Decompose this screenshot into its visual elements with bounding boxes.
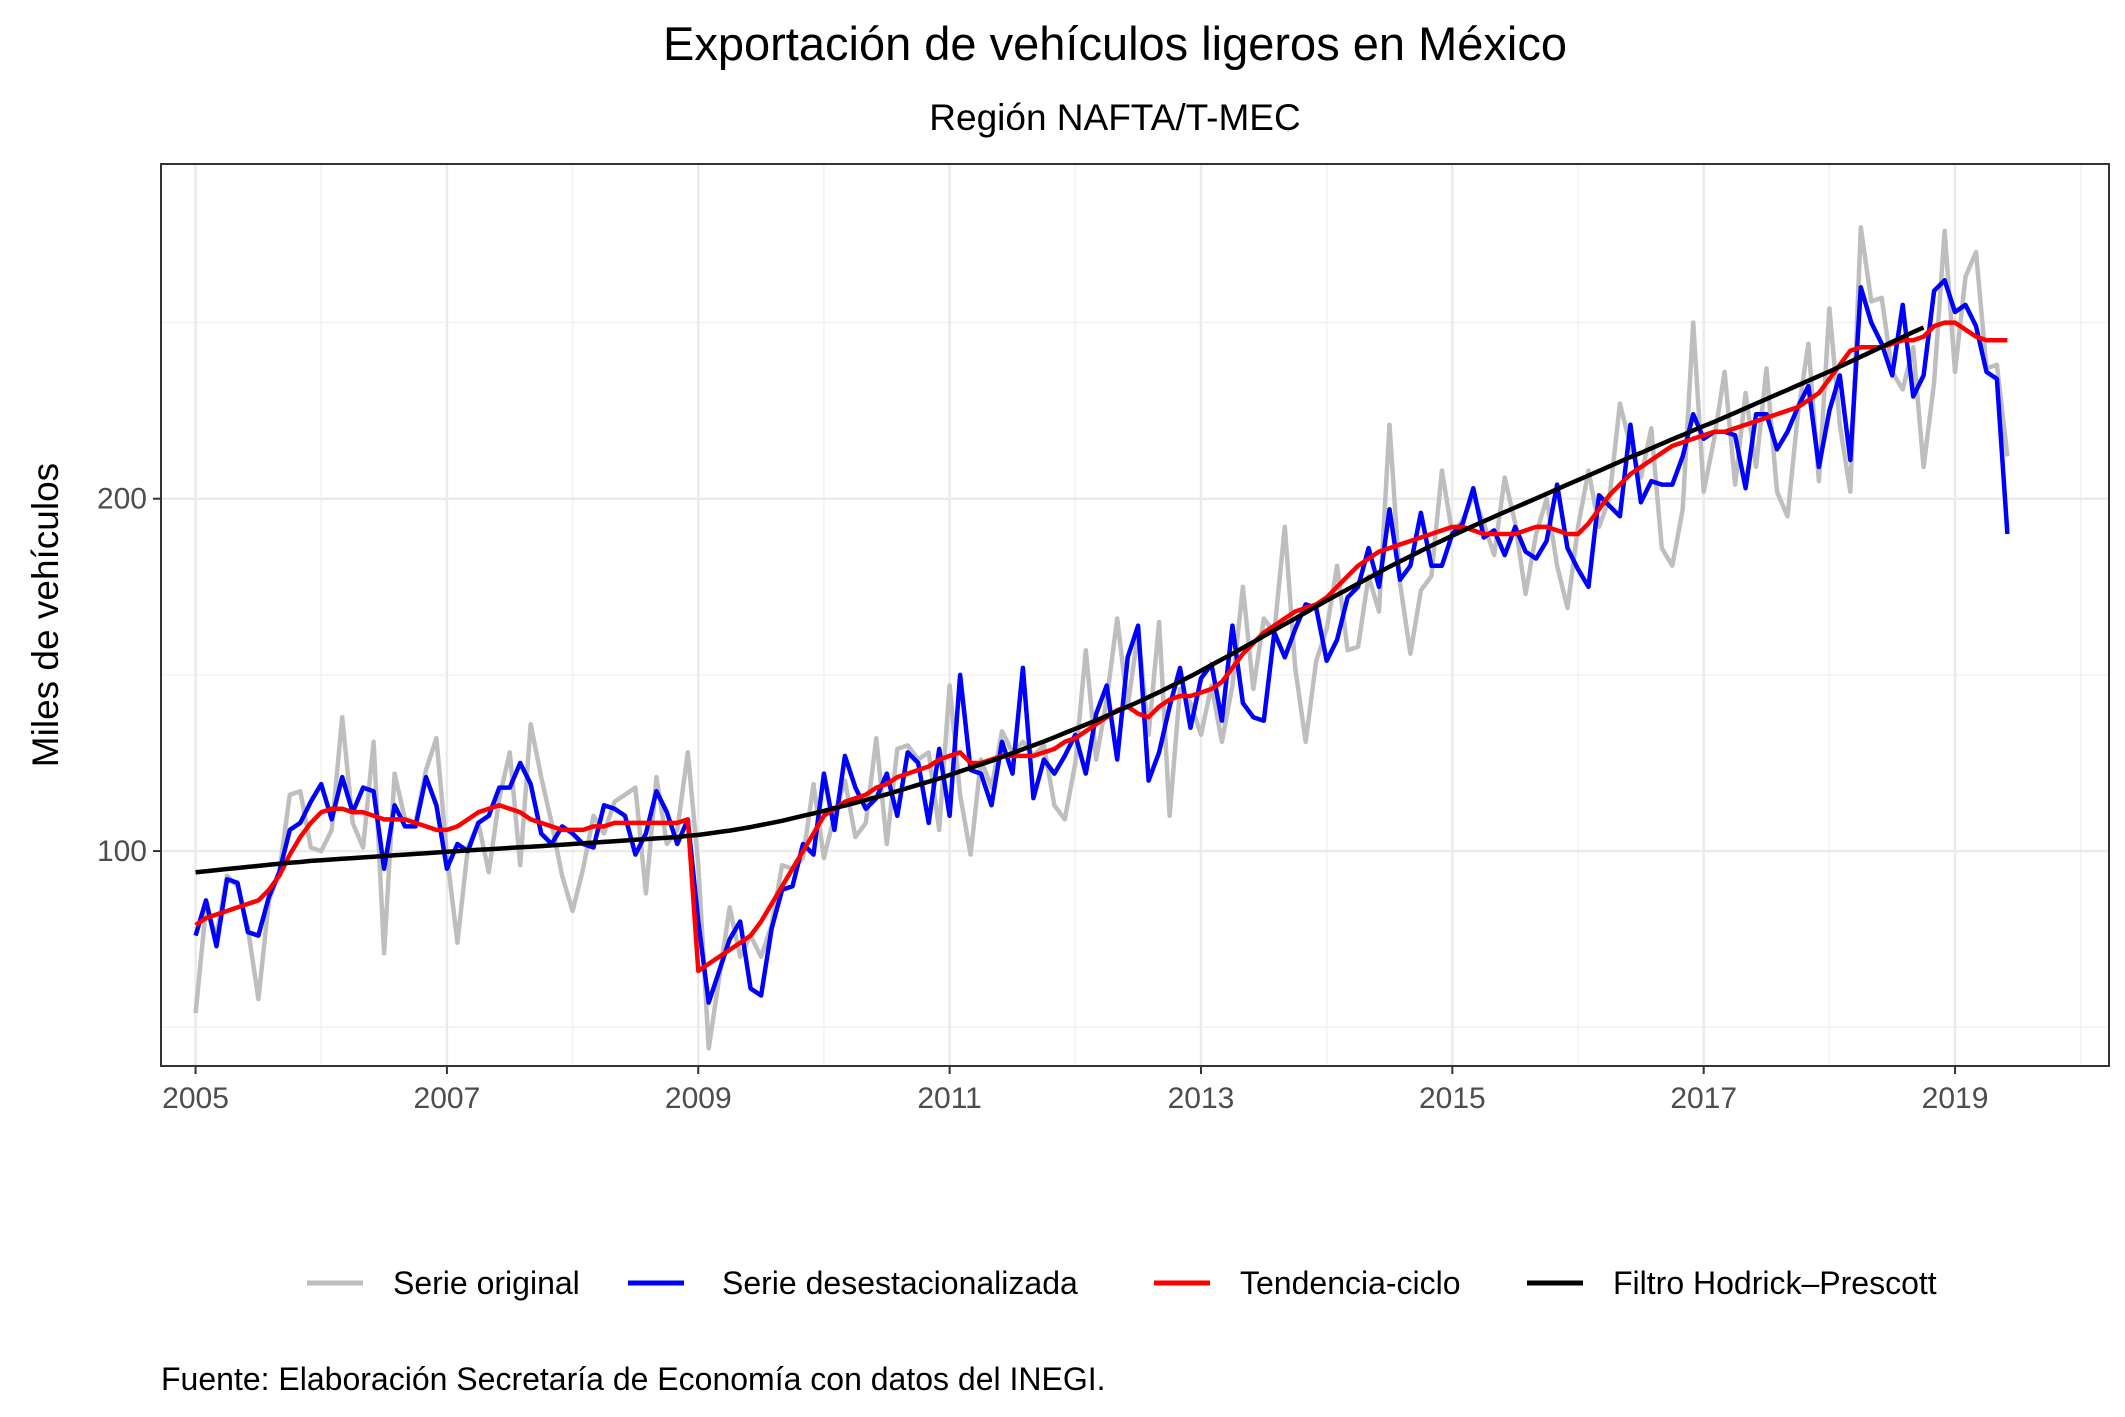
legend-label: Tendencia-ciclo	[1240, 1265, 1461, 1301]
y-tick-label: 100	[97, 835, 147, 868]
x-tick-label: 2005	[162, 1082, 229, 1115]
x-tick-label: 2011	[917, 1082, 982, 1115]
plot-panel	[160, 163, 2110, 1067]
x-tick-label: 2009	[665, 1082, 732, 1115]
legend: Serie original Serie desestacionalizada Te…	[307, 1265, 1937, 1301]
series-seasonally-adjusted-line	[193, 278, 2010, 1005]
panel-border	[160, 163, 2110, 1067]
panel-background	[161, 164, 2109, 1066]
series-original-line	[193, 225, 2010, 1051]
legend-label: Serie desestacionalizada	[722, 1265, 1078, 1301]
y-tick-label: 200	[97, 483, 147, 516]
series-trend-cycle-line	[194, 320, 2008, 974]
y-axis-title: Miles de vehículos	[25, 463, 66, 767]
legend-label: Filtro Hodrick–Prescott	[1613, 1265, 1937, 1301]
x-tick-label: 2019	[1922, 1082, 1989, 1115]
x-tick-label: 2015	[1419, 1082, 1486, 1115]
chart-subtitle: Región NAFTA/T-MEC	[929, 97, 1300, 138]
x-tick-label: 2017	[1670, 1082, 1737, 1115]
legend-label: Serie original	[393, 1265, 580, 1301]
x-axis: 2005 2007 2009 2011 2013 2015 2017 2019	[162, 1066, 1988, 1115]
x-tick-label: 2007	[414, 1082, 481, 1115]
x-tick-label: 2013	[1168, 1082, 1235, 1115]
series-lines	[193, 225, 2010, 1051]
caption: Fuente: Elaboración Secretaría de Econom…	[161, 1361, 1106, 1397]
chart-title: Exportación de vehículos ligeros en Méxi…	[663, 17, 1567, 70]
y-axis: 100 200	[97, 483, 161, 868]
series-hp-filter-line	[195, 325, 1925, 875]
